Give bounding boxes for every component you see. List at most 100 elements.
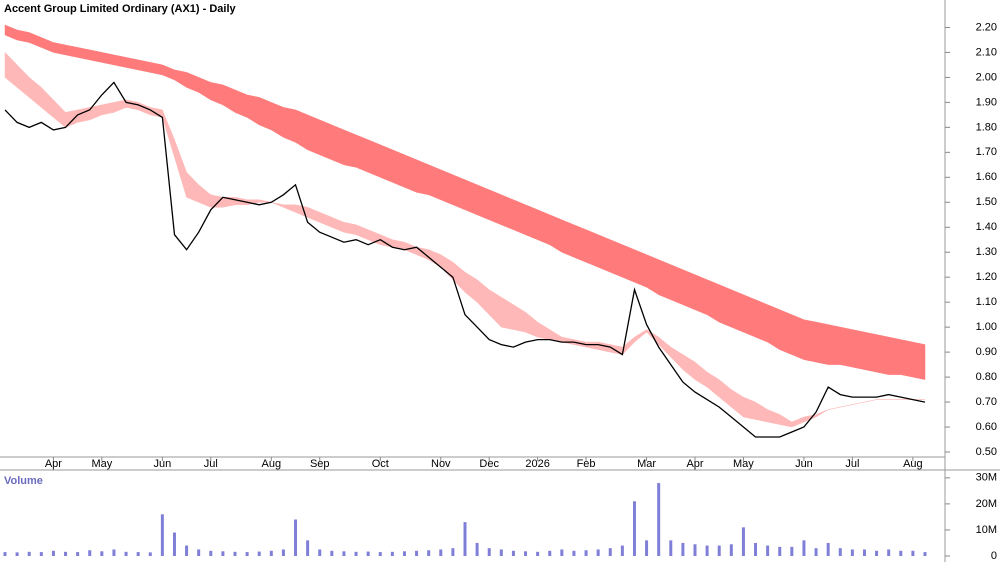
volume-bar [318,549,322,556]
volume-bar [620,545,624,556]
volume-bar [378,552,382,556]
y-tick-label: 1.10 [976,296,997,308]
volume-bar [124,551,128,556]
volume-bar [669,540,673,556]
volume-bar [366,551,370,556]
volume-bar [136,552,140,556]
x-tick-label: Apr [45,458,62,470]
volume-bar [899,550,903,556]
volume-bar [294,519,298,556]
volume-bar [148,552,152,556]
volume-bar [451,548,455,556]
volume-bar [64,551,68,556]
volume-bar [632,501,636,556]
volume-bar [402,551,406,556]
x-tick-label: Sep [310,458,330,470]
volume-bar [27,551,31,556]
x-tick-label: Jul [845,458,859,470]
y-tick-label: 10M [976,524,997,536]
volume-bar [790,546,794,556]
volume-bar [754,542,758,556]
volume-bar [76,552,80,556]
y-tick-label: 1.70 [976,146,997,158]
volume-bar [390,551,394,556]
volume-bar [826,542,830,556]
volume-bar [269,550,273,556]
x-tick-label: Jun [795,458,813,470]
volume-bar [596,549,600,556]
y-tick-label: 30M [976,472,997,484]
volume-bar [911,550,915,556]
volume-bar [112,549,116,556]
volume-bar [548,550,552,556]
y-tick-label: 20M [976,498,997,510]
y-tick-label: 0.60 [976,421,997,433]
x-tick-label: Nov [431,458,451,470]
y-tick-label: 1.30 [976,246,997,258]
volume-bar [887,549,891,556]
moving-average-band [4,51,925,428]
y-tick-label: 1.00 [976,321,997,333]
volume-bar [185,545,189,556]
volume-bar [257,551,261,556]
volume-bar [463,522,467,556]
chart-title: Accent Group Limited Ordinary (AX1) - Da… [4,3,237,15]
x-tick-label: Mar [637,458,656,470]
volume-bar [281,549,285,556]
volume-bar [645,540,649,556]
volume-bar [487,548,491,556]
volume-bar [778,546,782,556]
x-tick-label: Feb [577,458,596,470]
y-tick-label: 2.00 [976,71,997,83]
volume-bar [342,551,346,556]
volume-bar [741,527,745,556]
y-tick-label: 0.50 [976,446,997,458]
volume-bar [160,514,164,556]
x-tick-label: Oct [372,458,389,470]
volume-bar [536,551,540,556]
volume-bar [802,540,806,556]
x-tick-label: Apr [686,458,703,470]
moving-average-band [4,24,926,380]
plot-area [4,24,926,438]
volume-bar [729,544,733,556]
volume-bar [923,552,927,556]
y-tick-label: 1.80 [976,121,997,133]
volume-bar [524,551,528,556]
volume-bar [209,550,213,556]
volume-bar [415,550,419,556]
volume-bar [875,550,879,556]
volume-bar [657,483,661,556]
volume-bar [3,552,7,556]
volume-bar [221,551,225,556]
y-tick-label: 1.90 [976,96,997,108]
y-tick-label: 1.50 [976,196,997,208]
volume-bar [572,550,576,556]
y-tick-label: 1.60 [976,171,997,183]
volume-bar [475,542,479,556]
volume-bar [766,545,770,556]
volume-bar [560,549,564,556]
volume-bar [233,551,237,556]
volume-bar [51,550,55,556]
volume-bar [850,549,854,556]
volume-bar [354,551,358,556]
volume-bar [705,545,709,556]
volume-bar [197,549,201,556]
x-tick-label: May [91,458,112,470]
y-tick-label: 0.90 [976,346,997,358]
volume-bar [838,548,842,556]
volume-bar [39,552,43,556]
y-tick-label: 0 [991,550,997,562]
volume-bar [511,550,515,556]
x-tick-label: Aug [262,458,282,470]
volume-bar [15,552,19,556]
volume-bar [439,549,443,556]
x-tick-label: Dec [479,458,499,470]
volume-bar [499,549,503,556]
volume-bar [608,548,612,556]
volume-bar [88,550,92,556]
x-tick-label: May [733,458,754,470]
